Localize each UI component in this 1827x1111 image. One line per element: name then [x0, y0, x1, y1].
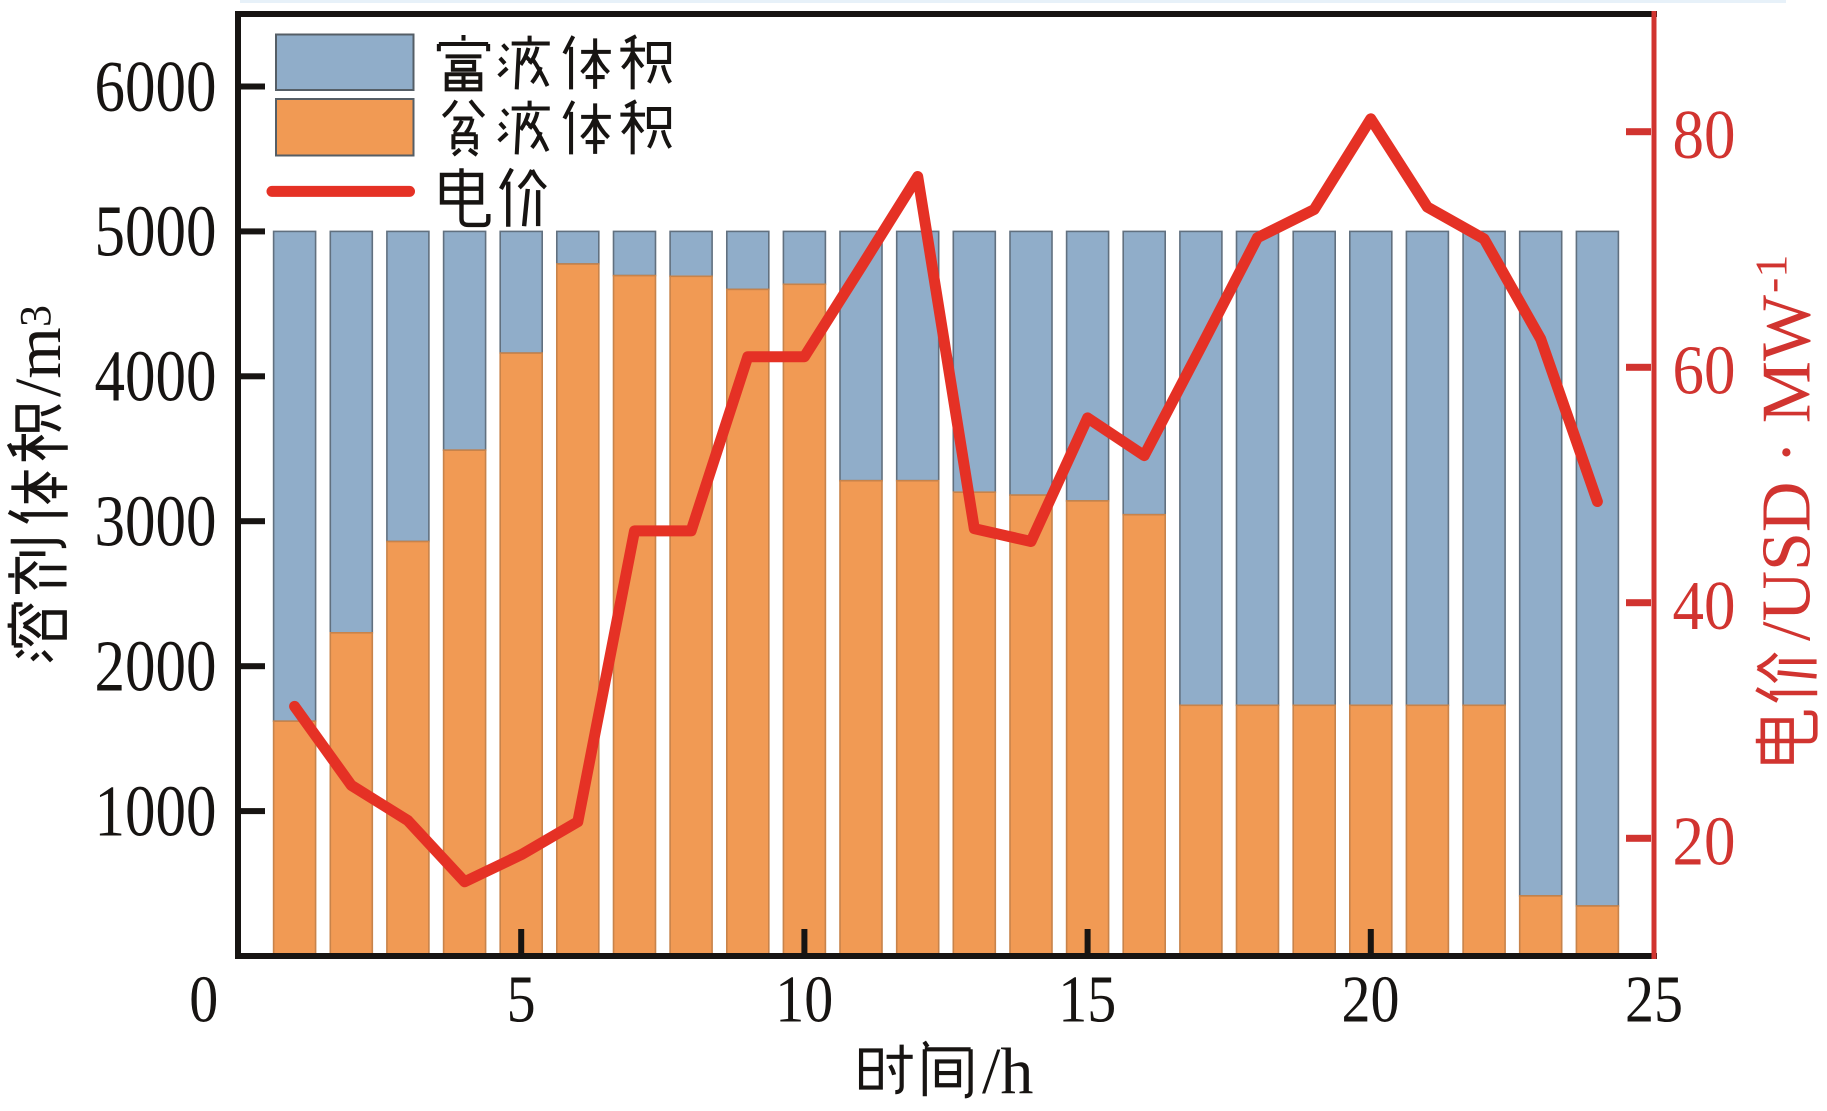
svg-text:/h: /h [982, 1035, 1033, 1108]
svg-text:0: 0 [189, 963, 218, 1037]
svg-text:20: 20 [1342, 963, 1400, 1037]
svg-text:80: 80 [1673, 97, 1736, 174]
svg-text:15: 15 [1058, 963, 1116, 1037]
svg-text:1000: 1000 [95, 770, 217, 851]
svg-text:/m: /m [2, 327, 75, 397]
svg-text:5: 5 [507, 963, 536, 1037]
svg-text:3000: 3000 [95, 481, 217, 562]
svg-text:/USD · MW: /USD · MW [1749, 295, 1826, 641]
svg-text:-1: -1 [1746, 255, 1797, 293]
svg-text:4000: 4000 [95, 336, 217, 417]
svg-text:25: 25 [1625, 963, 1683, 1037]
svg-text:60: 60 [1673, 333, 1736, 410]
svg-text:40: 40 [1673, 568, 1736, 645]
svg-text:10: 10 [775, 963, 833, 1037]
svg-text:3: 3 [11, 305, 60, 327]
svg-text:6000: 6000 [95, 46, 217, 127]
svg-text:20: 20 [1673, 804, 1736, 881]
svg-text:5000: 5000 [95, 191, 217, 272]
svg-text:2000: 2000 [95, 626, 217, 707]
